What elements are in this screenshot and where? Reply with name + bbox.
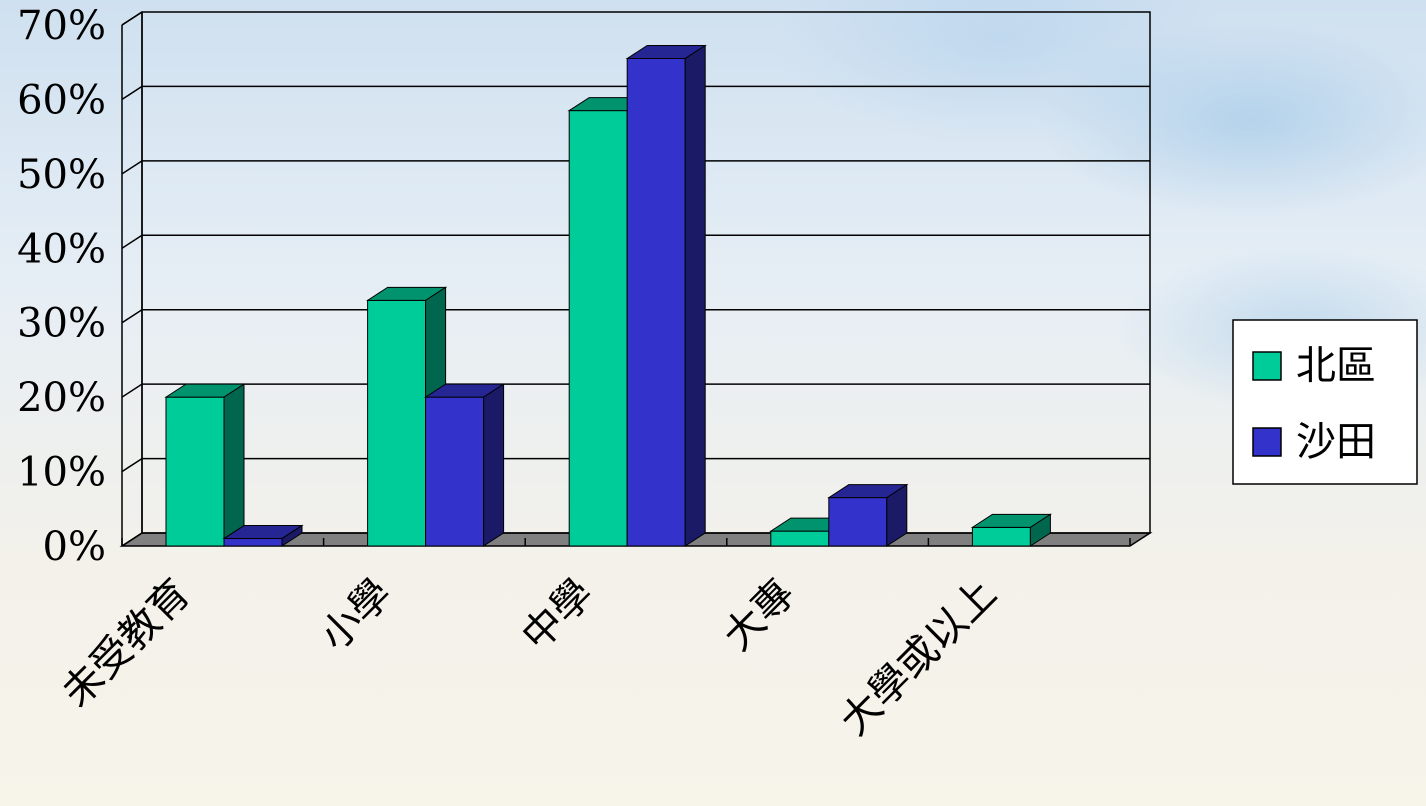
legend-swatch: [1252, 351, 1282, 381]
category-label: 大學或以上: [832, 571, 1006, 745]
bar-side: [1029, 513, 1051, 547]
value-axis: [121, 11, 143, 547]
bar-front: [223, 538, 283, 547]
bar-北區-未受教育: [164, 383, 246, 547]
bar-沙田-小學: [423, 383, 506, 547]
axis-depth-tick: [121, 383, 143, 398]
y-tick-label: 30%: [17, 301, 106, 347]
legend-label: 北區: [1296, 343, 1376, 389]
bar-沙田-大專: [827, 483, 909, 547]
bar-front: [568, 110, 628, 547]
axis-depth-tick: [121, 532, 143, 547]
bar-沙田-未受教育: [222, 524, 304, 547]
bar-front: [770, 530, 830, 547]
y-tick-label: 40%: [17, 226, 106, 272]
y-tick-label: 60%: [17, 77, 106, 123]
bar-front: [626, 57, 686, 547]
y-tick-label: 0%: [43, 524, 106, 570]
bars: [164, 44, 1053, 547]
category-label: 大專: [715, 571, 804, 660]
bar-side: [483, 383, 505, 547]
y-tick-labels: 0% 10% 20% 30% 40% 50% 60% 70%: [17, 3, 106, 570]
bar-北區-大學或以上: [970, 513, 1053, 547]
legend-swatch: [1252, 427, 1282, 457]
category-labels: 未受教育 小學 中學 大專 大學或以上: [53, 571, 1005, 745]
axis-depth-tick: [121, 85, 143, 101]
category-label: 中學: [513, 571, 602, 660]
y-tick-label: 20%: [17, 375, 106, 421]
bar-side: [223, 383, 245, 547]
category-label: 小學: [312, 571, 401, 660]
y-tick-label: 50%: [17, 152, 106, 198]
y-tick-label: 70%: [17, 3, 106, 49]
axis-depth-tick: [121, 160, 143, 175]
category-label: 未受教育: [53, 571, 199, 717]
bar-side: [281, 524, 303, 547]
axis-depth-tick: [121, 309, 143, 324]
axis-top-edge: [121, 11, 143, 26]
bar-front: [828, 497, 888, 547]
bar-side: [886, 483, 908, 547]
bar-front: [165, 396, 225, 547]
bar-front: [971, 526, 1031, 547]
bar-沙田-中學: [625, 44, 707, 547]
legend-label: 沙田: [1296, 419, 1376, 465]
bar-side: [684, 44, 706, 547]
axis-depth-tick: [121, 234, 143, 249]
bar-front: [425, 396, 485, 547]
axis-depth-tick: [121, 457, 143, 473]
y-tick-label: 10%: [17, 450, 106, 496]
bar-front: [367, 299, 427, 547]
